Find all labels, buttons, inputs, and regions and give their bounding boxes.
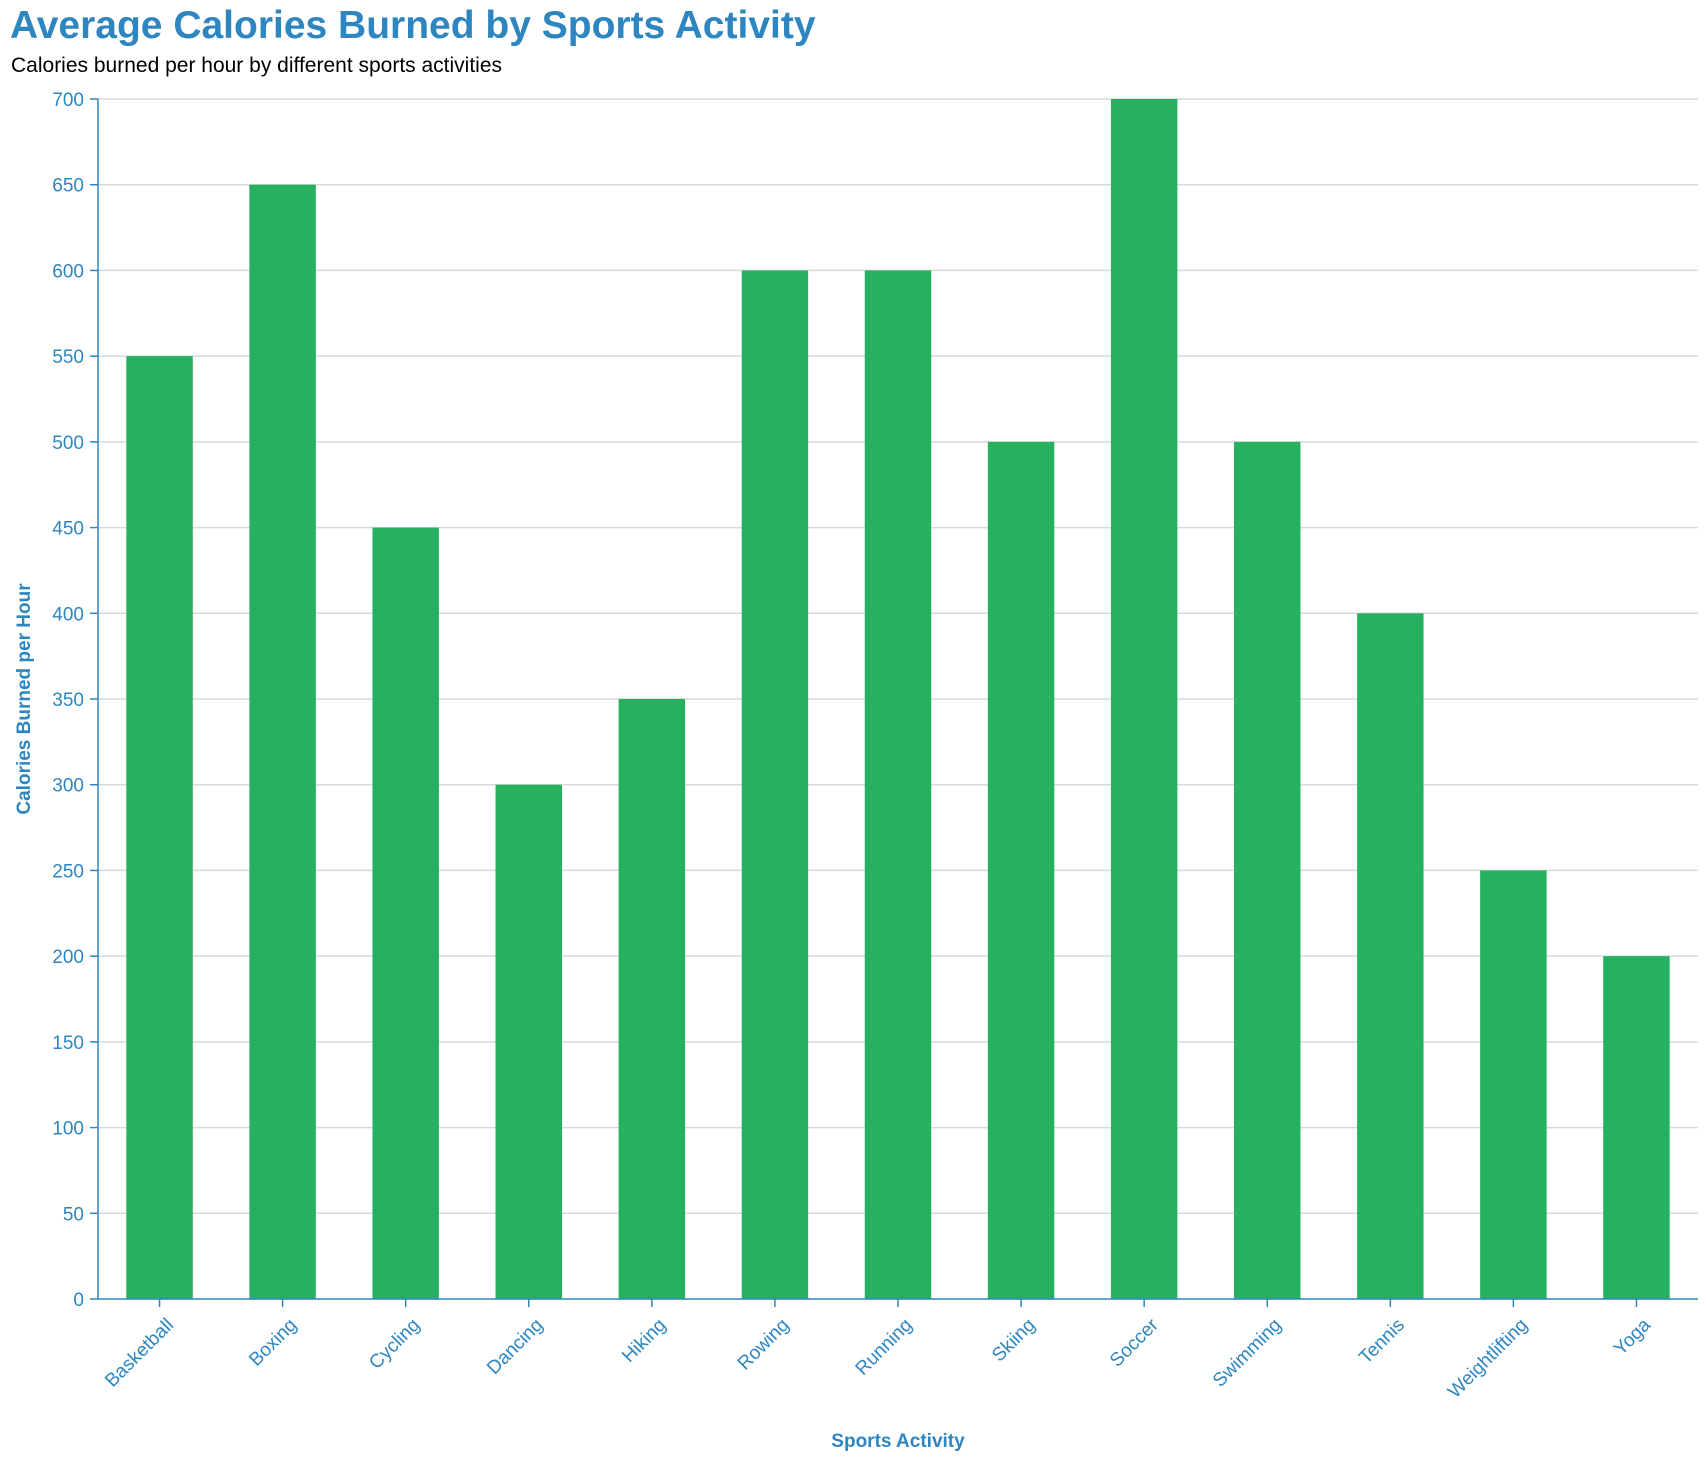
bars: [126, 99, 1670, 1300]
x-axis-title: Sports Activity: [831, 1431, 965, 1452]
x-tick-label: Basketball: [101, 1315, 178, 1392]
bar[interactable]: [249, 184, 316, 1300]
y-tick-label: 200: [52, 947, 84, 968]
x-tick-label: Cycling: [365, 1315, 424, 1374]
y-tick-label: 150: [52, 1033, 84, 1054]
bar[interactable]: [987, 441, 1055, 1299]
y-tick-label: 600: [52, 261, 84, 282]
y-tick-label: 550: [52, 347, 84, 368]
x-tick-label: Swimming: [1209, 1315, 1286, 1392]
x-tick-label: Skiing: [988, 1315, 1039, 1366]
x-axis-ticks: Basketball Boxing Cycling Dancing Hiking Rowi…: [101, 1299, 1655, 1403]
bar[interactable]: [864, 270, 932, 1299]
y-tick-label: 250: [52, 861, 84, 882]
bar[interactable]: [1480, 870, 1547, 1299]
x-tick-label: Weightlifting: [1444, 1315, 1532, 1403]
bar[interactable]: [126, 356, 193, 1300]
chart-title: Average Calories Burned by Sports Activi…: [10, 4, 816, 47]
y-tick-label: 50: [63, 1204, 84, 1225]
y-tick-label: 0: [73, 1290, 84, 1311]
bar[interactable]: [495, 784, 562, 1299]
y-tick-label: 350: [52, 690, 84, 711]
y-tick-label: 700: [52, 90, 84, 111]
y-tick-label: 650: [52, 176, 84, 197]
x-tick-label: Rowing: [734, 1315, 794, 1375]
x-tick-label: Boxing: [245, 1315, 301, 1371]
y-tick-label: 400: [52, 604, 84, 625]
bar[interactable]: [1603, 956, 1670, 1299]
chart-subtitle: Calories burned per hour by different sp…: [11, 54, 503, 77]
x-tick-label: Tennis: [1355, 1315, 1409, 1369]
x-tick-label: Running: [852, 1315, 917, 1380]
bar[interactable]: [1110, 99, 1178, 1299]
y-axis-title: Calories Burned per Hour: [14, 583, 35, 815]
y-tick-label: 300: [52, 776, 84, 797]
x-tick-label: Yoga: [1610, 1314, 1655, 1359]
bar[interactable]: [618, 699, 686, 1299]
x-tick-label: Dancing: [483, 1315, 547, 1379]
bar[interactable]: [372, 527, 439, 1299]
bar[interactable]: [1234, 441, 1301, 1299]
x-tick-label: Hiking: [618, 1315, 670, 1367]
bar[interactable]: [741, 270, 809, 1299]
bar[interactable]: [1357, 613, 1424, 1299]
x-tick-label: Soccer: [1106, 1314, 1163, 1371]
y-tick-label: 500: [52, 433, 84, 454]
y-tick-label: 450: [52, 519, 84, 540]
y-tick-label: 100: [52, 1119, 84, 1140]
y-axis-ticks: 0 50 100 150 200 250 300 350 400 450 500 550 600 650 7…: [52, 90, 98, 1311]
